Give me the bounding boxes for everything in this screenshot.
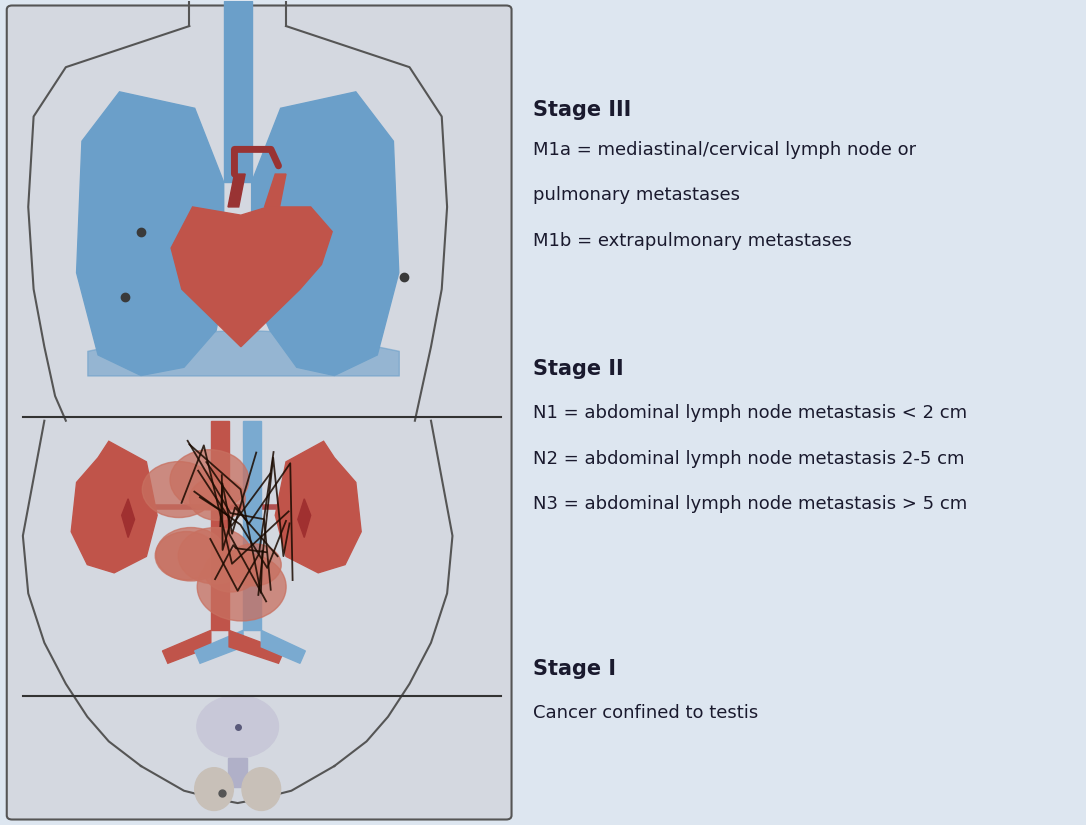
Polygon shape [252, 92, 399, 375]
Text: M1a = mediastinal/cervical lymph node or: M1a = mediastinal/cervical lymph node or [533, 141, 917, 159]
Circle shape [156, 527, 226, 581]
Text: N2 = abdominal lymph node metastasis 2-5 cm: N2 = abdominal lymph node metastasis 2-5… [533, 450, 964, 468]
Circle shape [155, 531, 218, 580]
Polygon shape [163, 630, 211, 663]
Polygon shape [265, 174, 286, 207]
Text: N3 = abdominal lymph node metastasis > 5 cm: N3 = abdominal lymph node metastasis > 5… [533, 495, 968, 512]
Polygon shape [228, 758, 248, 786]
Circle shape [204, 550, 258, 592]
Polygon shape [298, 499, 311, 537]
Polygon shape [28, 26, 447, 421]
Polygon shape [72, 441, 157, 573]
Text: pulmonary metastases: pulmonary metastases [533, 186, 740, 205]
Circle shape [197, 695, 278, 758]
Circle shape [178, 528, 252, 584]
Polygon shape [229, 630, 283, 663]
Polygon shape [262, 630, 305, 663]
Circle shape [226, 544, 281, 586]
Text: Stage III: Stage III [533, 100, 631, 120]
Circle shape [198, 553, 286, 621]
Polygon shape [243, 421, 262, 630]
Text: Cancer confined to testis: Cancer confined to testis [533, 705, 758, 723]
Ellipse shape [194, 768, 233, 810]
Text: Stage I: Stage I [533, 659, 616, 679]
Polygon shape [122, 499, 135, 537]
Polygon shape [224, 2, 252, 182]
Circle shape [142, 462, 215, 517]
FancyBboxPatch shape [7, 6, 512, 819]
Polygon shape [172, 207, 332, 346]
Text: M1b = extrapulmonary metastases: M1b = extrapulmonary metastases [533, 232, 851, 250]
Text: Stage II: Stage II [533, 359, 623, 379]
Polygon shape [228, 174, 245, 207]
Polygon shape [23, 421, 453, 803]
Polygon shape [194, 630, 243, 663]
Text: N1 = abdominal lymph node metastasis < 2 cm: N1 = abdominal lymph node metastasis < 2… [533, 404, 968, 422]
Circle shape [189, 478, 245, 521]
Polygon shape [275, 441, 362, 573]
Polygon shape [211, 421, 229, 630]
Polygon shape [77, 92, 224, 375]
Circle shape [171, 450, 249, 510]
Ellipse shape [242, 768, 280, 810]
